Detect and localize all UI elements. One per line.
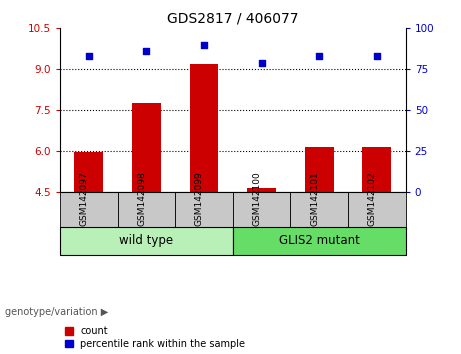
Text: GSM142101: GSM142101 [310, 171, 319, 226]
Bar [60, 227, 233, 255]
Text: GSM142097: GSM142097 [80, 171, 89, 226]
Bar [132, 103, 161, 192]
Bar [348, 192, 406, 227]
Text: GSM142099: GSM142099 [195, 171, 204, 226]
Legend: count, percentile rank within the sample: count, percentile rank within the sample [65, 326, 245, 349]
Bar [362, 147, 391, 192]
Bar [247, 188, 276, 192]
Text: GSM142102: GSM142102 [368, 171, 377, 226]
Point [315, 53, 323, 59]
Bar [74, 153, 103, 192]
Bar [118, 192, 175, 227]
Point [200, 42, 207, 47]
Bar [189, 64, 219, 192]
Text: GLIS2 mutant: GLIS2 mutant [279, 234, 360, 247]
Point [85, 53, 92, 59]
Bar [305, 147, 334, 192]
Point [142, 48, 150, 54]
Point [258, 60, 266, 65]
Text: genotype/variation ▶: genotype/variation ▶ [5, 307, 108, 316]
Text: GSM142100: GSM142100 [253, 171, 262, 226]
Text: GSM142098: GSM142098 [137, 171, 146, 226]
Bar [290, 192, 348, 227]
Bar [233, 192, 290, 227]
Point [373, 53, 381, 59]
Text: wild type: wild type [119, 234, 173, 247]
Bar [175, 192, 233, 227]
Title: GDS2817 / 406077: GDS2817 / 406077 [167, 12, 299, 26]
Bar [233, 227, 406, 255]
Bar [60, 192, 118, 227]
